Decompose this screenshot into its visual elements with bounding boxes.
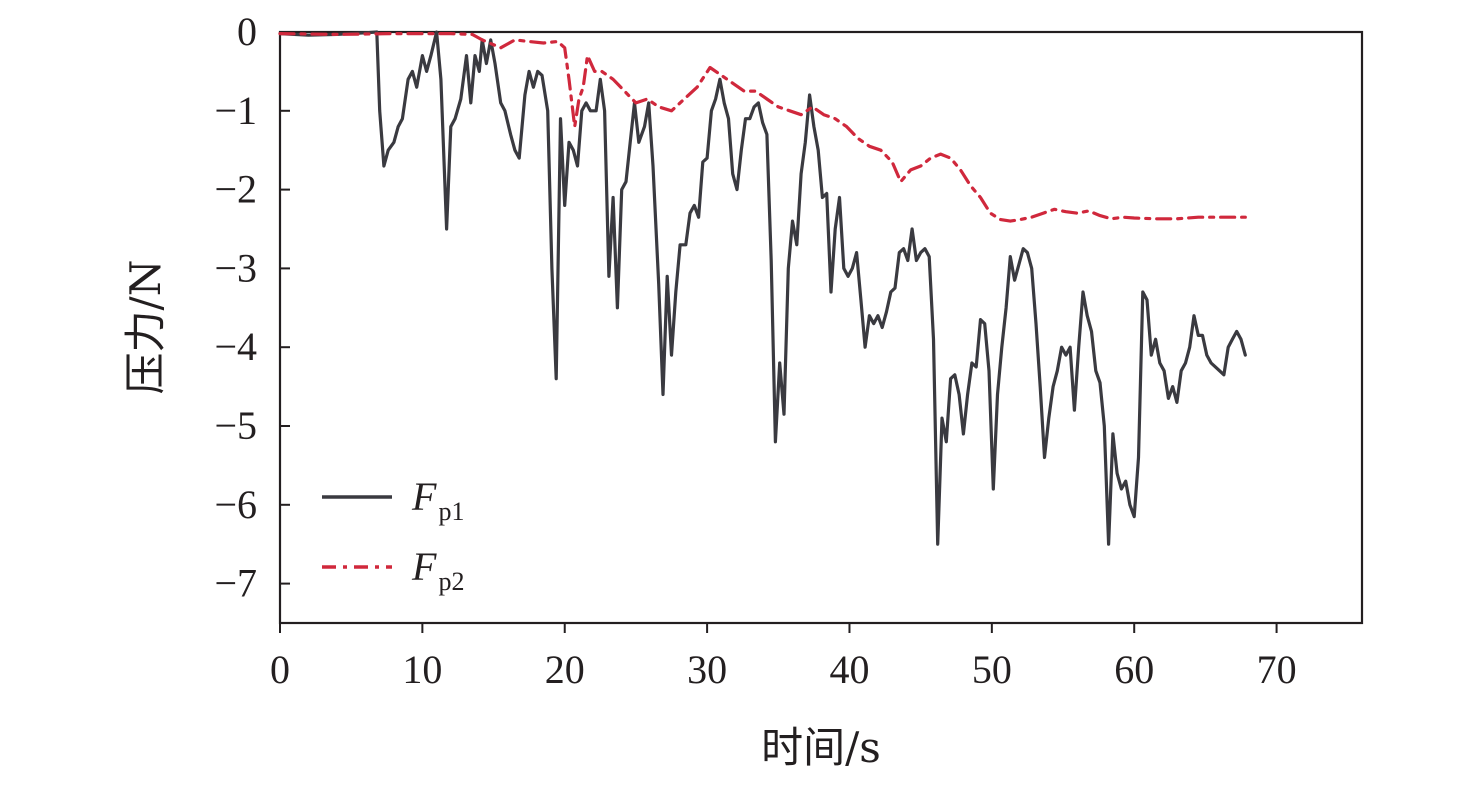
x-axis-label: 时间/s: [761, 723, 881, 772]
x-axis-ticks: 0 10 20 30 40 50 60 70: [270, 623, 1297, 692]
legend-sub-fp1: p1: [438, 497, 464, 526]
legend-sub-fp2: p2: [438, 567, 464, 596]
legend-name-fp2: F: [411, 544, 437, 589]
y-tick-label: −3: [214, 245, 257, 290]
series-line-fp1: [278, 30, 1247, 546]
y-tick-label: −5: [214, 403, 257, 448]
legend-label-fp1: Fp1: [411, 474, 464, 526]
x-tick-label: 10: [402, 647, 442, 692]
y-tick-label: −1: [214, 88, 257, 133]
x-tick-label: 30: [687, 647, 727, 692]
x-tick-label: 0: [270, 647, 290, 692]
x-tick-label: 20: [545, 647, 585, 692]
x-tick-label: 60: [1114, 647, 1154, 692]
plot-frame: [278, 30, 1364, 625]
y-tick-label: −7: [214, 561, 257, 606]
series-layer: [278, 30, 1247, 546]
legend-name-fp1: F: [411, 474, 437, 519]
y-tick-label: −6: [214, 482, 257, 527]
y-tick-label: −2: [214, 167, 257, 212]
legend-label-fp2: Fp2: [411, 544, 464, 596]
x-tick-label: 70: [1257, 647, 1297, 692]
y-tick-label: 0: [237, 9, 257, 54]
legend: Fp1 Fp2: [322, 474, 464, 596]
y-axis-ticks: 0 −1 −2 −3 −4 −5 −6 −7: [214, 9, 290, 606]
x-tick-label: 40: [829, 647, 869, 692]
x-tick-label: 50: [972, 647, 1012, 692]
y-tick-label: −4: [214, 324, 257, 369]
series-line-fp2: [278, 32, 1247, 223]
y-axis-label: 压力/N: [121, 260, 170, 395]
